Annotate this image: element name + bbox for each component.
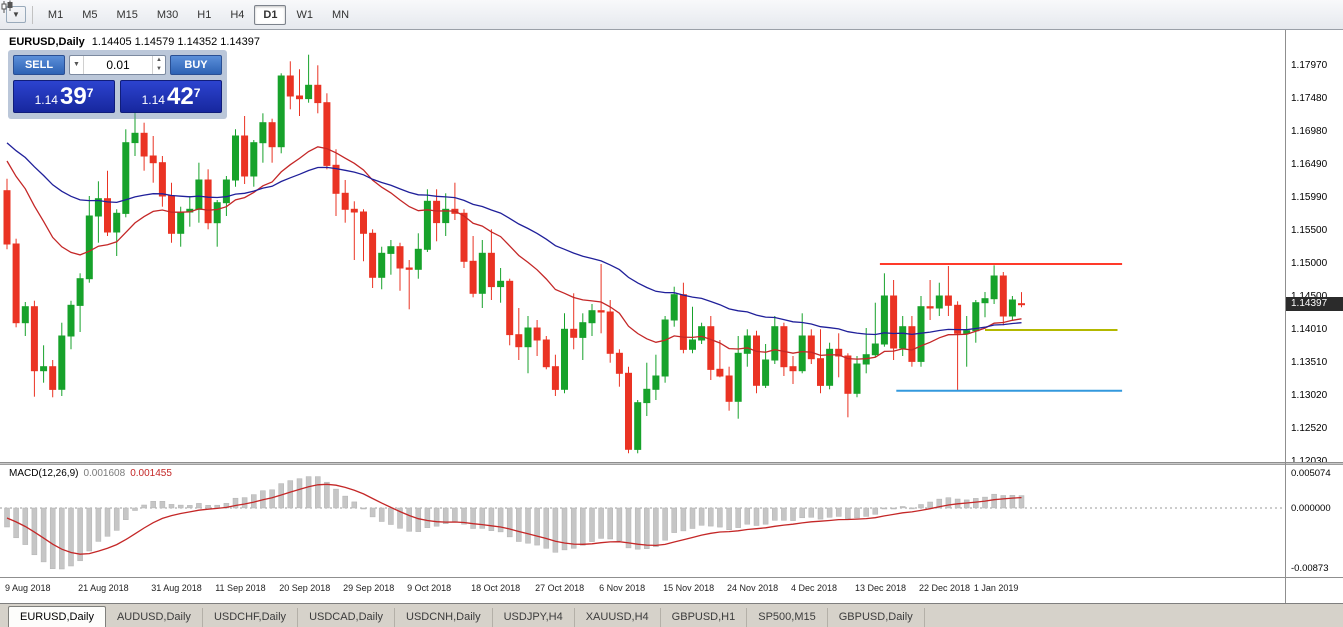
time-axis-label: 15 Nov 2018 [663,583,715,593]
timeframe-button-mn[interactable]: MN [323,5,358,25]
sell-price-display[interactable]: 1.14 39 7 [13,80,115,113]
chart-tab-audusd-daily[interactable]: AUDUSD,Daily [106,608,203,627]
price-axis-label: 1.15990 [1291,192,1328,203]
macd-signal-value: 0.001455 [130,468,172,479]
price-axis-label: 1.14010 [1291,324,1328,335]
time-axis-label: 24 Nov 2018 [727,583,779,593]
timeframe-button-d1[interactable]: D1 [254,4,287,25]
time-axis-label: 6 Nov 2018 [599,583,646,593]
time-axis-label: 13 Dec 2018 [855,583,907,593]
chart-tab-usdjpy-h4[interactable]: USDJPY,H4 [493,608,575,627]
timeframe-button-m15[interactable]: M15 [107,5,146,25]
time-axis-label: 9 Oct 2018 [407,583,452,593]
time-axis-label: 21 Aug 2018 [78,583,129,593]
buy-button[interactable]: BUY [170,55,222,75]
time-axis[interactable]: 9 Aug 2018 21 Aug 2018 31 Aug 2018 11 Sep 2… [0,577,1343,603]
candlestick-chart[interactable] [0,30,1285,462]
macd-chart[interactable] [0,465,1285,577]
chart-tab-usdcnh-daily[interactable]: USDCNH,Daily [395,608,493,627]
volume-decrease-icon[interactable]: ▼ [156,66,162,72]
macd-axis-label: 0.005074 [1291,468,1331,480]
buy-price-pips: 42 [166,83,194,110]
pane-splitter[interactable] [0,462,1343,465]
time-axis-label: 9 Aug 2018 [5,583,51,593]
time-axis-label: 27 Oct 2018 [535,583,585,593]
price-axis-label: 1.12030 [1291,456,1327,467]
sell-price-pips: 39 [59,83,87,110]
chart-title: EURUSD,Daily 1.14405 1.14579 1.14352 1.14… [9,36,260,48]
timeframe-button-m1[interactable]: M1 [39,5,72,25]
timeframe-button-w1[interactable]: W1 [287,5,322,25]
price-axis-label: 1.17970 [1291,60,1328,71]
volume-dropdown-icon[interactable]: ▼ [70,56,84,74]
time-axis-label: 20 Sep 2018 [279,583,331,593]
buy-price-point: 7 [193,86,201,100]
chart-tab-gbpusd-daily[interactable]: GBPUSD,Daily [828,608,925,627]
current-price-badge: 1.14397 [1286,297,1343,312]
chevron-down-icon: ▼ [12,10,20,19]
macd-main-value: 0.001608 [83,468,126,479]
timeframe-button-m30[interactable]: M30 [148,5,187,25]
one-click-trade-panel: SELL ▼ 0.01 ▲ ▼ BUY 1.14 39 7 [8,50,227,119]
price-chart-pane: EURUSD,Daily 1.14405 1.14579 1.14352 1.14… [0,30,1343,467]
sell-price-prefix: 1.14 [34,93,58,107]
price-axis-label: 1.13510 [1291,357,1328,369]
macd-pane: MACD(12,26,9) 0.001608 0.001455 0.005074 0.… [0,465,1343,577]
timeframe-toolbar: ▼ M1 M5 M15 M30 H1 H4 D1 W1 MN [0,0,1343,30]
chart-symbol: EURUSD,Daily [9,36,85,48]
time-axis-label: 11 Sep 2018 [215,583,266,593]
timeframe-button-h4[interactable]: H4 [221,5,253,25]
axis-separator-line [1285,30,1286,603]
candlestick-icon [1,0,13,13]
price-axis-label: 1.16980 [1291,126,1328,137]
time-axis-label: 1 Jan 2019 [973,583,1019,593]
price-axis-label: 1.16490 [1291,158,1328,170]
chart-tab-sp500-m15[interactable]: SP500,M15 [747,608,828,627]
time-axis-label: 31 Aug 2018 [151,583,202,593]
timeframe-button-m5[interactable]: M5 [73,5,106,25]
chart-tab-eurusd-daily[interactable]: EURUSD,Daily [8,606,106,627]
chart-tab-xauusd-h4[interactable]: XAUUSD,H4 [575,608,661,627]
chart-window: EURUSD,Daily 1.14405 1.14579 1.14352 1.14… [0,30,1343,603]
sell-price-point: 7 [86,86,94,100]
price-axis-label: 1.17480 [1291,92,1328,104]
macd-axis-label: 0.000000 [1291,502,1331,514]
price-axis-label: 1.15000 [1291,258,1328,269]
price-axis-label: 1.12520 [1291,423,1328,435]
timeframe-button-h1[interactable]: H1 [188,5,220,25]
volume-value[interactable]: 0.01 [106,58,130,72]
time-axis-label: 29 Sep 2018 [343,583,395,593]
buy-price-display[interactable]: 1.14 42 7 [120,80,222,113]
price-axis-label: 1.15500 [1291,224,1328,236]
chart-type-button[interactable]: ▼ [1,0,26,23]
macd-indicator-label: MACD(12,26,9) 0.001608 0.001455 [9,468,172,479]
volume-field[interactable]: ▼ 0.01 ▲ ▼ [69,55,166,75]
toolbar-separator [31,5,33,24]
chart-tab-usdcad-daily[interactable]: USDCAD,Daily [298,608,396,627]
time-axis-label: 22 Dec 2018 [919,583,971,593]
chart-ohlc-values: 1.14405 1.14579 1.14352 1.14397 [91,36,261,48]
chart-tab-gbpusd-h1[interactable]: GBPUSD,H1 [661,608,748,627]
timeframe-buttons: M1 M5 M15 M30 H1 H4 D1 W1 MN [39,4,358,25]
price-axis-label: 1.14500 [1291,291,1327,302]
chart-tab-usdchf-daily[interactable]: USDCHF,Daily [203,608,299,627]
price-axis-label: 1.13020 [1291,390,1328,401]
time-axis-label: 18 Oct 2018 [471,583,521,593]
volume-spinner: ▲ ▼ [152,56,165,74]
buy-price-prefix: 1.14 [141,93,165,107]
time-axis-label: 4 Dec 2018 [791,583,838,593]
chart-tab-bar: EURUSD,Daily AUDUSD,Daily USDCHF,Daily USDC… [0,603,1343,627]
volume-increase-icon[interactable]: ▲ [156,57,162,63]
sell-button[interactable]: SELL [13,55,65,75]
macd-name: MACD(12,26,9) [9,468,79,479]
macd-axis-label: -0.00873 [1291,562,1329,574]
